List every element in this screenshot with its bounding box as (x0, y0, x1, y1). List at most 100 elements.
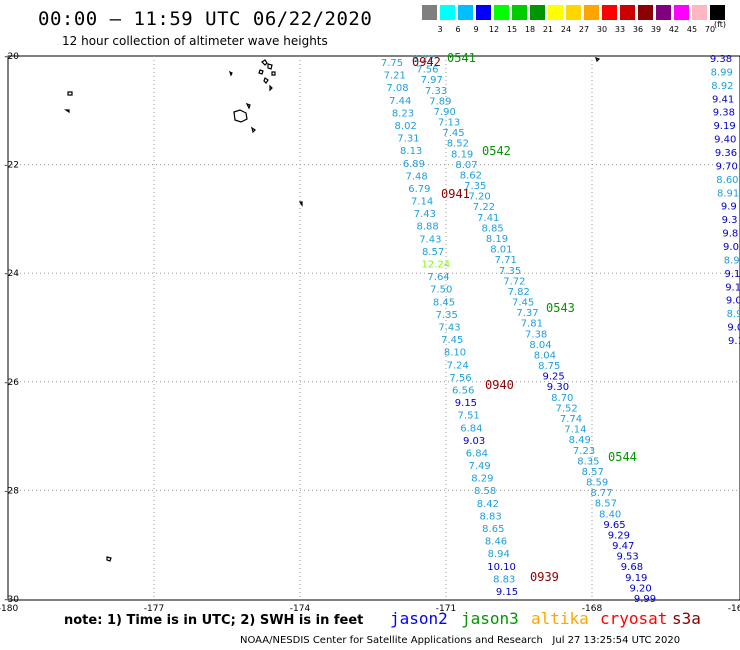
wave-height-value: 8.85 (482, 223, 504, 234)
wave-height-value: 7.44 (389, 96, 411, 107)
wave-height-value: 8.62 (460, 170, 482, 181)
color-scale-label: 6 (455, 25, 461, 34)
wave-height-value: 9.1 (728, 336, 740, 347)
color-scale-label: 9 (473, 25, 479, 34)
wave-height-value: 9.1 (725, 282, 740, 293)
wave-height-value: 8.22 (412, 54, 434, 65)
wave-height-value: 7.20 (468, 192, 490, 203)
wave-height-value: 8.59 (586, 478, 608, 489)
wave-height-value: 7.43 (438, 323, 460, 334)
wave-height-value: 9.1 (724, 269, 740, 280)
wave-height-value: 9.0 (726, 296, 740, 307)
wave-height-value: 7.33 (425, 86, 447, 97)
legend-jason3: jason3 (461, 609, 519, 628)
wave-height-value: 7.41 (477, 213, 499, 224)
pass-time-label: 0543 (546, 301, 575, 315)
wave-height-value: 8.92 (711, 81, 733, 92)
color-swatch (476, 5, 491, 20)
wave-height-value: 8.45 (433, 297, 455, 308)
wave-height-value: 8.88 (416, 222, 438, 233)
wave-height-value: 7.56 (449, 373, 471, 384)
wave-height-value: 8.04 (529, 340, 551, 351)
wave-height-value: 6.56 (452, 385, 474, 396)
pass-time-labels: 0541 0542 0543 0544 0942 0941 0940 0939 (412, 51, 637, 584)
color-scale-label: 30 (596, 25, 608, 34)
wave-height-value: 8.52 (447, 139, 469, 150)
color-scale-label: 39 (650, 25, 662, 34)
wave-height-value: 8.02 (395, 121, 417, 132)
color-swatch (638, 5, 653, 20)
color-swatch (674, 5, 689, 20)
wave-height-value: 9.9 (721, 202, 737, 213)
wave-height-value: 7.82 (508, 287, 530, 298)
color-scale-label: 70 (704, 25, 716, 34)
wave-height-value: 8.49 (569, 435, 591, 446)
color-swatch (602, 5, 617, 20)
wave-height-value: 8.23 (392, 108, 414, 119)
wave-height-value: 7.13 (438, 118, 460, 129)
wave-height-value: 8.75 (538, 361, 560, 372)
lon-tick-label: -174 (290, 604, 311, 614)
wave-height-value: 7.14 (564, 425, 586, 436)
wave-height-value: 8.65 (482, 524, 504, 535)
pass-time-label: 0941 (441, 187, 470, 201)
wave-height-value: 8.07 (455, 160, 477, 171)
wave-height-value: 9.38 (710, 54, 732, 65)
wave-height-value: 8.83 (479, 511, 501, 522)
wave-height-value: 7.45 (512, 298, 534, 309)
wave-height-value: 8.99 (711, 67, 733, 78)
wave-height-value: 8.10 (444, 348, 466, 359)
lat-tick-label: -24 (4, 269, 19, 279)
color-swatch (692, 5, 707, 20)
wave-height-value: 8.35 (577, 456, 599, 467)
wave-height-value: 7.37 (516, 308, 538, 319)
wave-height-value: 7.35 (499, 266, 521, 277)
legend-altika: altika (531, 609, 589, 628)
wave-height-value: 7.21 (384, 71, 406, 82)
wave-height-value: 9.3 (722, 215, 738, 226)
wave-height-value: 7.52 (556, 403, 578, 414)
wave-height-value: 8.57 (422, 247, 444, 258)
wave-height-value: 7.31 (397, 134, 419, 145)
wave-height-value: 8.04 (534, 350, 556, 361)
wave-height-value: 7.48 (406, 171, 428, 182)
wave-height-value: 8.9 (724, 255, 740, 266)
wave-height-value: 7.43 (414, 209, 436, 220)
pass-time-label: 0541 (447, 51, 476, 65)
wave-height-value: 9.36 (715, 148, 737, 159)
wave-height-value: 8.58 (474, 486, 496, 497)
wave-height-value: 7.43 (419, 234, 441, 245)
wave-height-value: 8.70 (551, 393, 573, 404)
island-shape (106, 57, 601, 562)
wave-height-value: 8.60 (716, 175, 738, 186)
wave-height-value: 7.45 (442, 128, 464, 139)
wave-height-value: 9.0 (727, 323, 740, 334)
wave-height-value: 9.70 (716, 161, 738, 172)
wave-height-value: 12.24 (421, 260, 450, 271)
wave-height-value: 7.22 (473, 202, 495, 213)
wave-height-value: 10.10 (487, 562, 516, 573)
color-swatch (584, 5, 599, 20)
wave-height-value: 7.74 (560, 414, 582, 425)
legend-jason2: jason2 (390, 609, 448, 628)
wave-height-value: 9.25 (542, 372, 564, 383)
pass-time-label: 0544 (608, 450, 637, 464)
credit-timestamp: Jul 27 13:25:54 UTC 2020 (552, 635, 681, 646)
lon-tick-label: -171 (436, 604, 456, 614)
wave-height-value: 9.30 (547, 382, 569, 393)
axis-ticks: -180 -177 -174 -171 -168 -165 -20 -22 -24 -26 -28 -… (0, 52, 740, 614)
color-swatch (530, 5, 545, 20)
lon-tick-label: -180 (0, 604, 18, 614)
wave-height-value: 9.47 (612, 541, 634, 552)
wave-height-value: 8.19 (486, 234, 508, 245)
color-scale-label: 12 (488, 25, 500, 34)
color-swatch (656, 5, 671, 20)
wave-height-value: 6.89 (403, 159, 425, 170)
color-swatch (566, 5, 581, 20)
wave-height-value: 7.35 (436, 310, 458, 321)
legend-s3a: s3a (672, 609, 701, 628)
wave-height-value: 9.19 (625, 573, 647, 584)
wave-height-value: 8.83 (493, 574, 515, 585)
wave-height-value: 7.50 (430, 285, 452, 296)
color-scale-label: 42 (668, 25, 680, 34)
